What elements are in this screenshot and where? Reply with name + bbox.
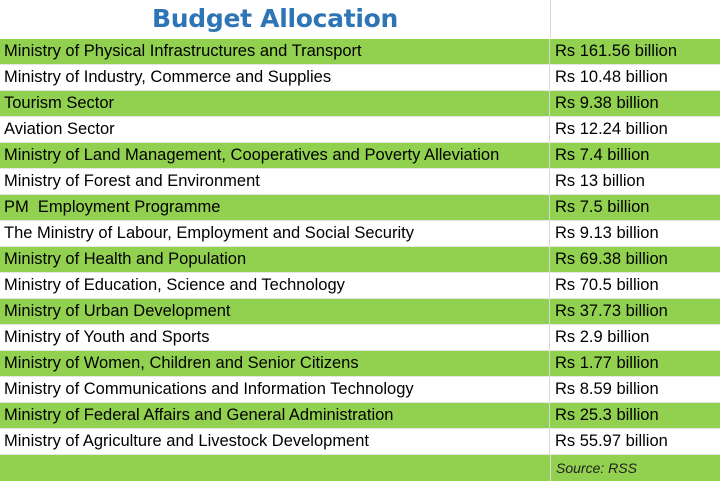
table-row: Ministry of Women, Children and Senior C… [0, 351, 720, 377]
allocation-amount: Rs 69.38 billion [555, 250, 668, 268]
table-row: PM Employment Programme Rs 7.5 billion [0, 195, 720, 221]
ministry-name: Ministry of Urban Development [0, 299, 550, 324]
source-note: Source: RSS [556, 460, 637, 476]
table-row: Ministry of Education, Science and Techn… [0, 273, 720, 299]
table-row: Ministry of Agriculture and Livestock De… [0, 429, 720, 455]
table-row: Ministry of Urban Development Rs 37.73 b… [0, 299, 720, 325]
table-row: Aviation Sector Rs 12.24 billion [0, 117, 720, 143]
ministry-name: Ministry of Land Management, Cooperative… [0, 143, 550, 168]
ministry-name: The Ministry of Labour, Employment and S… [0, 221, 550, 246]
ministry-name: Ministry of Communications and Informati… [0, 377, 550, 402]
table-row: Ministry of Communications and Informati… [0, 377, 720, 403]
allocation-amount: Rs 8.59 billion [555, 380, 659, 398]
ministry-name: Ministry of Education, Science and Techn… [0, 273, 550, 298]
table-row: Ministry of Land Management, Cooperative… [0, 143, 720, 169]
source-row-empty-cell [0, 455, 551, 481]
allocation-rows: Ministry of Physical Infrastructures and… [0, 39, 720, 455]
table-row: Ministry of Forest and Environment Rs 13… [0, 169, 720, 195]
ministry-name: Ministry of Health and Population [0, 247, 550, 272]
allocation-amount: Rs 7.5 billion [555, 198, 650, 216]
allocation-amount: Rs 70.5 billion [555, 276, 659, 294]
allocation-amount: Rs 37.73 billion [555, 302, 668, 320]
allocation-amount: Rs 10.48 billion [555, 68, 668, 86]
allocation-amount: Rs 9.13 billion [555, 224, 659, 242]
allocation-amount: Rs 25.3 billion [555, 406, 659, 424]
allocation-amount: Rs 7.4 billion [555, 146, 650, 164]
table-row: Ministry of Youth and Sports Rs 2.9 bill… [0, 325, 720, 351]
table-row: Ministry of Industry, Commerce and Suppl… [0, 65, 720, 91]
title-side-cell [550, 0, 720, 38]
source-row: Source: RSS [0, 455, 720, 481]
table-row: Ministry of Health and Population Rs 69.… [0, 247, 720, 273]
ministry-name: Ministry of Women, Children and Senior C… [0, 351, 550, 376]
allocation-amount: Rs 9.38 billion [555, 94, 659, 112]
table-row: Tourism Sector Rs 9.38 billion [0, 91, 720, 117]
table-row: Ministry of Physical Infrastructures and… [0, 39, 720, 65]
allocation-amount: Rs 161.56 billion [555, 42, 677, 60]
allocation-amount: Rs 13 billion [555, 172, 645, 190]
table-title: Budget Allocation [152, 4, 398, 33]
ministry-name: Tourism Sector [0, 91, 550, 116]
ministry-name: Ministry of Federal Affairs and General … [0, 403, 550, 428]
allocation-amount: Rs 2.9 billion [555, 328, 650, 346]
allocation-amount: Rs 12.24 billion [555, 120, 668, 138]
table-row: Ministry of Federal Affairs and General … [0, 403, 720, 429]
table-row: The Ministry of Labour, Employment and S… [0, 221, 720, 247]
ministry-name: Ministry of Forest and Environment [0, 169, 550, 194]
allocation-amount: Rs 1.77 billion [555, 354, 659, 372]
allocation-amount: Rs 55.97 billion [555, 432, 668, 450]
title-row: Budget Allocation [0, 0, 720, 39]
ministry-name: PM Employment Programme [0, 195, 550, 220]
ministry-name: Ministry of Industry, Commerce and Suppl… [0, 65, 550, 90]
ministry-name: Ministry of Youth and Sports [0, 325, 550, 350]
ministry-name: Ministry of Physical Infrastructures and… [0, 39, 550, 64]
ministry-name: Ministry of Agriculture and Livestock De… [0, 429, 550, 454]
ministry-name: Aviation Sector [0, 117, 550, 142]
